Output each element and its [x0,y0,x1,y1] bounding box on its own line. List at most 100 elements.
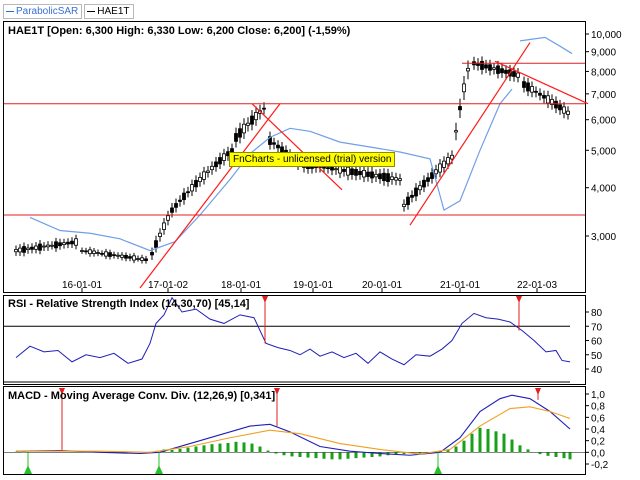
candle-body [398,178,402,181]
candle-body [512,71,516,77]
candle-body [500,68,504,74]
candle-body [454,130,458,133]
candle-body [426,177,430,182]
price-line-icon [87,11,96,12]
macd-histogram-bar [218,443,222,453]
macd-histogram-bar [22,451,26,453]
candle-body [42,245,46,248]
candle-body [322,166,326,169]
buy-signal-marker [155,465,163,474]
candle-body [30,246,34,250]
candle-body [386,173,390,182]
candle-body [262,107,266,110]
candle-body [546,95,550,104]
candle-body [66,241,70,245]
candle-body [330,166,334,171]
candle-body [14,249,18,253]
rsi-panel-title: RSI - Relative Strength Index (14,30,70)… [8,298,250,310]
candle-body [466,67,470,72]
macd-histogram-bar [234,441,238,453]
parabolic-sar-line [519,36,573,55]
candle-body [210,165,214,171]
y-tick-label: 6,000 [591,116,616,127]
candle-body [554,100,558,109]
candle-body [50,244,54,247]
candle-body [334,168,338,171]
candle-body [242,123,246,134]
candle-body [174,203,178,208]
legend-item-parabolic-sar[interactable]: ParabolicSAR [3,4,83,19]
candle-body [496,65,500,74]
x-tick-label: 16-01-01 [62,280,102,291]
candle-body [158,232,162,237]
candle-body [450,154,454,160]
sell-signal-marker [516,296,522,303]
candle-body [370,171,374,179]
candle-body [562,106,566,114]
candle-body [26,247,30,251]
macd-histogram-bar [266,450,270,453]
candle-body [550,98,554,105]
parabolic-sar-line [29,88,513,252]
macd-histogram-bar [502,433,506,453]
candle-body [522,81,526,88]
trial-watermark: FnCharts - unlicensed (trial) version [229,152,396,167]
macd-histogram-bar [546,452,550,456]
legend-item-hae1t[interactable]: HAE1T [84,4,134,19]
candle-body [434,169,438,175]
macd-histogram-bar [282,452,286,456]
macd-histogram-bar [226,443,230,453]
macd-histogram-bar [258,446,262,453]
candle-body [166,215,170,221]
macd-histogram-bar [446,449,450,453]
y-tick-label: 50 [591,351,603,362]
y-tick-label: 3,000 [591,232,616,243]
candle-body [326,167,330,170]
candle-body [62,242,66,245]
candle-body [234,133,238,142]
candle-body [338,166,342,174]
candle-body [504,69,508,74]
macd-histogram-bar [562,452,566,459]
candle-body [34,245,38,250]
y-tick-label: 0,6 [591,413,605,424]
candle-body [272,142,276,145]
candle-body [116,254,120,257]
macd-panel-title: MACD - Moving Average Conv. Div. (12,26,… [8,390,276,402]
y-tick-label: 40 [591,365,603,376]
macd-histogram-bar [194,446,198,453]
y-tick-label: 9,000 [591,48,616,59]
macd-histogram-bar [242,442,246,453]
candle-body [406,196,410,206]
candle-body [526,82,530,92]
macd-histogram-bar [14,451,18,453]
y-tick-label: 80 [591,308,603,319]
macd-histogram-bar [210,444,214,453]
candle-body [128,256,132,259]
candle-body [542,95,546,99]
macd-histogram-bar [202,445,206,453]
sell-signal-marker [274,388,280,395]
candle-body [190,184,194,192]
macd-histogram-bar [322,452,326,459]
legend-label: ParabolicSAR [16,6,79,17]
candle-body [350,168,354,176]
macd-histogram-bar [418,452,422,454]
candle-body [18,247,22,253]
candle-body [70,240,74,245]
macd-histogram-bar [346,452,350,459]
rsi-line [15,296,571,366]
macd-histogram-bar [250,443,254,453]
candle-body [206,170,210,173]
candle-body [346,166,350,176]
y-tick-label: 10,000 [591,30,622,41]
candle-body [214,161,218,168]
rsi-panel-frame [3,295,586,385]
macd-histogram-bar [274,452,278,454]
macd-histogram-bar [554,452,558,457]
macd-histogram-bar [378,452,382,457]
candle-body [198,177,202,183]
y-tick-label: 0,4 [591,425,605,436]
candle-body [566,110,570,115]
